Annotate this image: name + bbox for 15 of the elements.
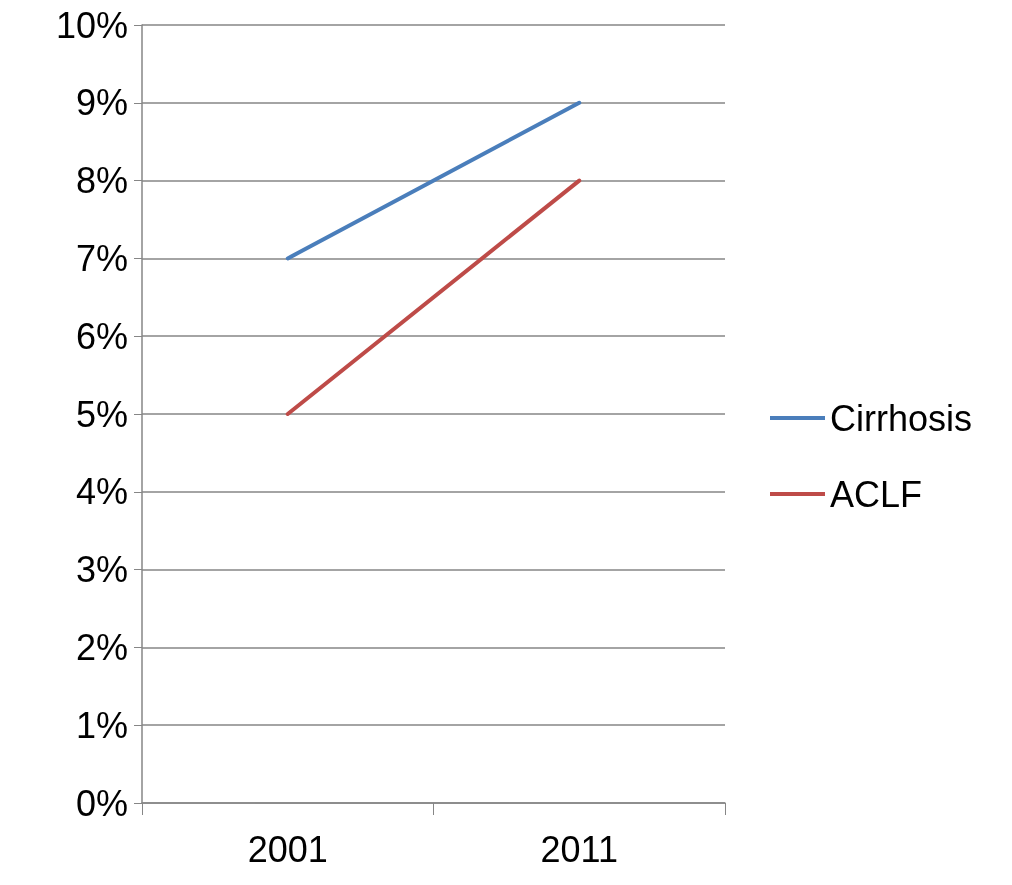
x-tick-label: 2011 (540, 828, 618, 870)
y-tick-label: 2% (75, 626, 128, 668)
y-tick-label: 10% (55, 4, 128, 46)
y-tick-label: 8% (75, 160, 128, 202)
y-tick-label: 4% (75, 471, 128, 513)
y-tick-label: 0% (75, 782, 128, 824)
y-tick-label: 9% (75, 82, 128, 124)
legend-label: ACLF (830, 473, 923, 515)
y-tick-label: 5% (75, 393, 128, 435)
legend-label: Cirrhosis (830, 397, 973, 439)
y-tick-label: 1% (75, 704, 128, 746)
y-tick-label: 3% (75, 549, 128, 591)
x-tick-label: 2001 (247, 828, 328, 870)
y-tick-label: 6% (75, 315, 128, 357)
y-tick-label: 7% (75, 237, 128, 279)
